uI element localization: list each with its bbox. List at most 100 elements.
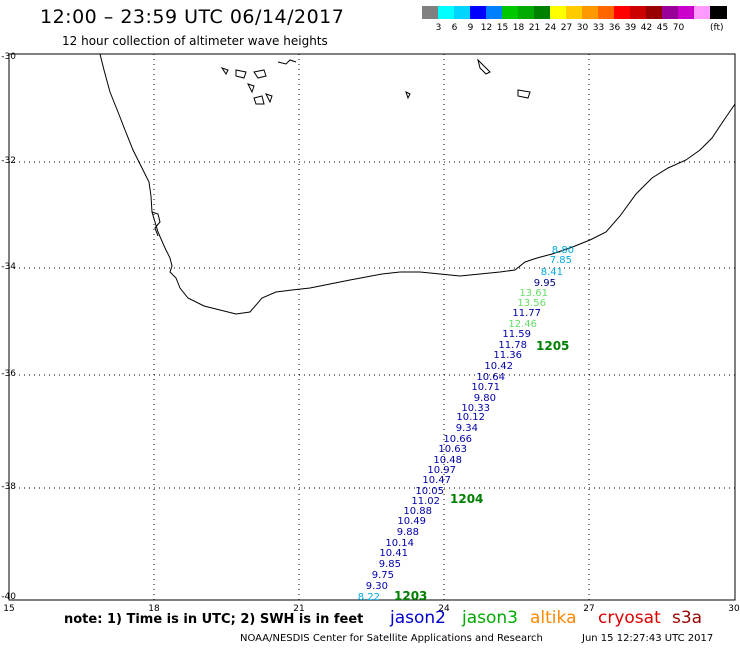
legend-label: 70 [672, 23, 685, 33]
latitude-label: -30 [1, 52, 16, 62]
longitude-label: 30 [728, 604, 740, 614]
satellite-legend-cryosat: cryosat [598, 608, 661, 628]
legend-label: 3 [435, 23, 442, 33]
wave-height-label: 9.95 [534, 278, 556, 289]
latitude-label: -34 [1, 262, 16, 272]
wave-height-label: 8.41 [541, 267, 563, 278]
legend-label: 36 [608, 23, 621, 33]
wave-height-label: 10.64 [476, 372, 505, 383]
wave-height-label: 11.02 [411, 496, 440, 507]
generation-timestamp: Jun 15 12:27:43 UTC 2017 [582, 633, 714, 644]
satellite-legend-jason2: jason2 [390, 608, 446, 628]
legend-swatch [486, 6, 503, 19]
pass-number-label: 1203 [394, 589, 427, 603]
legend-swatch [470, 6, 487, 19]
legend-label: 18 [512, 23, 525, 33]
wave-height-label: 13.61 [519, 288, 548, 299]
legend-label: 39 [624, 23, 637, 33]
legend-label: 42 [640, 23, 653, 33]
latitude-label: -40 [1, 592, 16, 602]
wave-height-label: 10.49 [397, 516, 426, 527]
coastline-west-south [99, 53, 736, 315]
legend-unit: (ft) [710, 23, 724, 33]
legend-swatch [422, 6, 439, 19]
latitude-label: -36 [1, 369, 16, 379]
map-frame [8, 53, 736, 601]
map-title: 12:00 – 23:59 UTC 06/14/2017 [40, 6, 345, 28]
longitude-label: 18 [148, 604, 160, 614]
legend-label: 15 [496, 23, 509, 33]
legend-swatch [662, 6, 679, 19]
legend-swatch [630, 6, 647, 19]
wave-height-label: 10.42 [484, 361, 513, 372]
map-subtitle: 12 hour collection of altimeter wave hei… [62, 34, 328, 48]
longitude-label: 15 [3, 604, 15, 614]
wave-height-label: 10.63 [438, 444, 467, 455]
wave-height-label: 10.05 [415, 486, 444, 497]
legend-swatch [614, 6, 631, 19]
graticule [9, 54, 735, 600]
wave-height-label: 10.88 [403, 506, 432, 517]
coastline [99, 53, 736, 315]
legend-label: 30 [576, 23, 589, 33]
legend-swatch [678, 6, 695, 19]
legend-swatch [518, 6, 535, 19]
legend-label: 9 [467, 23, 474, 33]
wave-height-label: 9.30 [366, 581, 388, 592]
wave-height-label: 11.36 [493, 350, 522, 361]
legend-label: 6 [451, 23, 458, 33]
wave-height-label: 9.88 [397, 527, 419, 538]
wave-height-label: 11.78 [498, 340, 527, 351]
wave-height-label: 11.77 [512, 308, 541, 319]
color-scale-legend: 3 6 9 12 15 18 21 24 27 30 33 36 39 42 45 70 (ft) [422, 6, 728, 34]
longitude-label: 27 [583, 604, 595, 614]
wave-height-label: 10.97 [427, 465, 456, 476]
longitude-label: 24 [438, 604, 450, 614]
satellite-legend-jason3: jason3 [462, 608, 518, 628]
legend-swatch [646, 6, 663, 19]
wave-height-label: 8.80 [552, 245, 574, 256]
footnote: note: 1) Time is in UTC; 2) SWH is in fe… [64, 612, 364, 627]
satellite-legend-altika: altika [530, 608, 577, 628]
wave-height-label: 11.59 [502, 329, 531, 340]
wave-height-label: 10.12 [456, 412, 485, 423]
legend-swatch [566, 6, 583, 19]
latitude-label: -38 [1, 482, 16, 492]
credit-text: NOAA/NESDIS Center for Satellite Applica… [240, 633, 543, 644]
wave-height-label: 8.22 [358, 592, 380, 603]
legend-label: 21 [528, 23, 541, 33]
coastline-detail-cape [151, 211, 161, 237]
wave-height-label: 7.85 [550, 255, 572, 266]
legend-label: 33 [592, 23, 605, 33]
wave-height-label: 9.34 [456, 423, 478, 434]
legend-swatch [598, 6, 615, 19]
wave-height-label: 13.56 [517, 298, 546, 309]
legend-label: 45 [656, 23, 669, 33]
legend-swatch [502, 6, 519, 19]
wave-height-label: 10.47 [422, 475, 451, 486]
islands [220, 58, 531, 105]
wave-height-label: 10.33 [461, 403, 490, 414]
legend-swatch [550, 6, 567, 19]
latitude-label: -32 [1, 156, 16, 166]
pass-number-label: 1204 [450, 492, 483, 506]
legend-swatch [534, 6, 551, 19]
wave-height-label: 10.48 [433, 455, 462, 466]
wave-height-label: 9.80 [474, 393, 496, 404]
wave-height-label: 10.66 [443, 434, 472, 445]
legend-swatch [710, 6, 727, 19]
wave-height-label: 9.75 [372, 570, 394, 581]
legend-label: 12 [480, 23, 493, 33]
satellite-legend-s3a: s3a [672, 608, 703, 628]
wave-height-label: 12.46 [508, 319, 537, 330]
track-labels: 8.807.858.419.9513.6113.5611.7712.4611.5… [358, 245, 574, 603]
legend-label: 27 [560, 23, 573, 33]
longitude-label: 21 [293, 604, 305, 614]
wave-height-label: 9.85 [379, 559, 401, 570]
legend-label: 24 [544, 23, 557, 33]
wave-height-label: 10.71 [471, 382, 500, 393]
legend-swatch [582, 6, 599, 19]
wave-height-label: 10.41 [379, 548, 408, 559]
legend-swatch [438, 6, 455, 19]
